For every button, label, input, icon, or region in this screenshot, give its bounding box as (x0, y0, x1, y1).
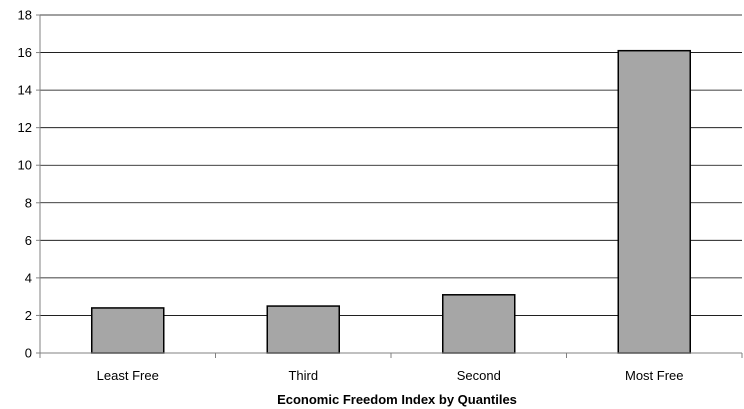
x-tick-label: Second (457, 368, 501, 383)
bar-most-free (617, 49, 691, 354)
y-tick-label: 14 (18, 83, 32, 98)
y-tick-label: 6 (25, 233, 32, 248)
x-axis-title: Economic Freedom Index by Quantiles (277, 392, 517, 407)
y-tick-label: 8 (25, 195, 32, 210)
y-tick-label: 18 (18, 8, 32, 23)
x-tick-label: Most Free (625, 368, 684, 383)
y-tick-label: 12 (18, 120, 32, 135)
bar-third (266, 305, 340, 354)
y-axis-ticks: 0 2 4 6 8 10 12 14 16 18 (18, 8, 40, 361)
y-tick-label: 0 (25, 346, 32, 361)
y-tick-label: 2 (25, 308, 32, 323)
y-tick-label: 16 (18, 45, 32, 60)
x-tick-label: Least Free (97, 368, 159, 383)
bars (91, 49, 691, 354)
y-tick-label: 4 (25, 270, 32, 285)
y-tick-label: 10 (18, 158, 32, 173)
x-axis (39, 15, 743, 358)
x-axis-tick-labels: Least Free Third Second Most Free (97, 368, 684, 383)
x-tick-label: Third (288, 368, 318, 383)
gridlines (40, 14, 742, 316)
bar-second (442, 294, 516, 354)
bar-least-free (91, 307, 165, 354)
